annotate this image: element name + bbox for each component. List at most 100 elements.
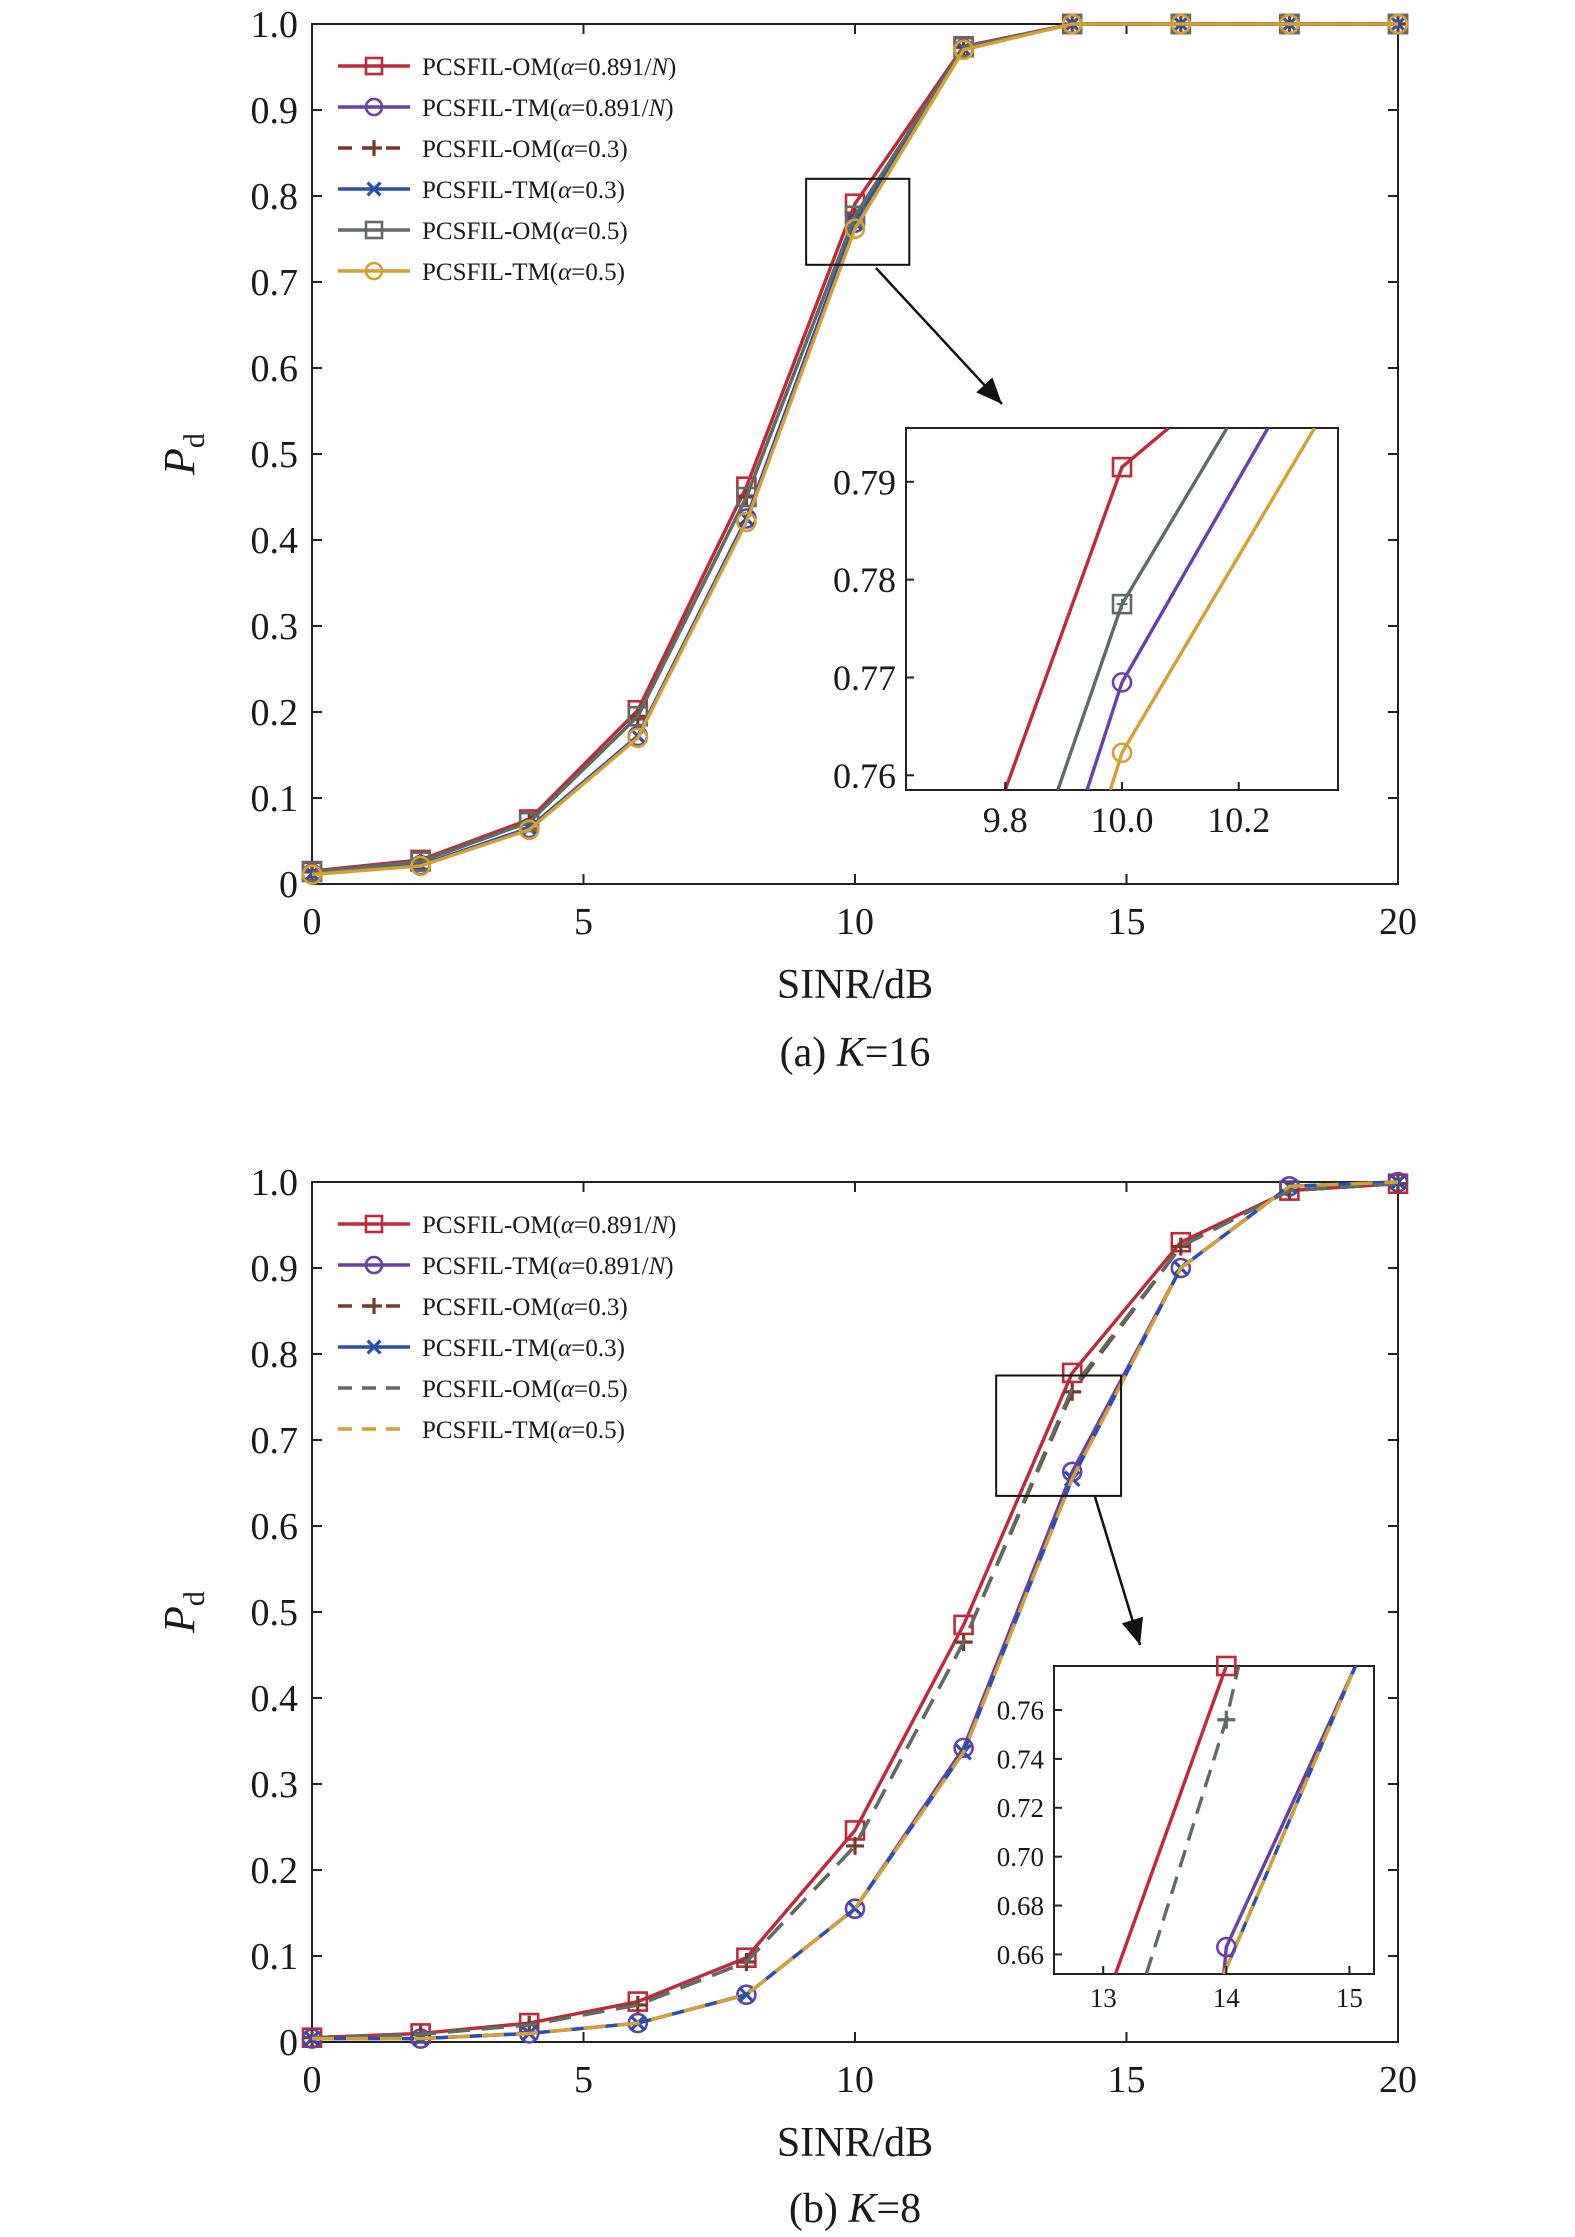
x-tick-label: 15 <box>1108 901 1146 943</box>
x-tick-label: 0 <box>303 901 322 943</box>
legend-entry: PCSFIL-OM(α=0.3) <box>422 1294 628 1321</box>
legend-entry-part: PCSFIL-TM( <box>422 1253 558 1280</box>
legend-entry-part: =0.5 <box>574 1376 619 1403</box>
inset-data-point-cross <box>1116 598 1128 610</box>
legend-entry-part: PCSFIL-TM( <box>422 1335 558 1362</box>
legend-marker <box>366 140 382 156</box>
series-6 <box>301 13 1409 885</box>
data-point <box>410 855 431 877</box>
legend-entry-part: α <box>561 1212 575 1239</box>
x-tick-label: 10 <box>836 901 874 943</box>
y-tick-label: 0.1 <box>251 1936 299 1978</box>
legend-entry: PCSFIL-OM(α=0.5) <box>422 1376 628 1403</box>
x-tick-label: 0 <box>303 2059 322 2101</box>
inset-data-point <box>1216 1936 1237 1958</box>
legend-entry: PCSFIL-TM(α=0.891/N) <box>422 95 674 122</box>
inset-series-line <box>1003 428 1170 790</box>
data-point <box>1171 1237 1190 1256</box>
panel-a: 0 5 10 15 20 0 0.1 0.2 0.3 0.4 0.5 0.6 0.7 0.8 0.9 1.0 S… <box>155 4 1417 1076</box>
legend-marker <box>364 1255 384 1275</box>
y-tick-label: 1.0 <box>251 1162 299 1204</box>
inset-data-point <box>1217 1710 1236 1729</box>
inset-y-tick-label: 0.78 <box>833 560 896 600</box>
legend-entry-part: PCSFIL-OM( <box>422 136 561 163</box>
legend-entry-part: PCSFIL-TM( <box>422 259 558 286</box>
legend-entry-part: N <box>648 1253 667 1280</box>
legend-entry-part: ) <box>617 177 625 204</box>
legend-entry-part: =0.3 <box>571 177 616 204</box>
legend-entry-part: α <box>558 1417 572 1444</box>
inset: 9.8 10.0 10.2 0.76 0.77 0.78 0.79 <box>833 427 1339 840</box>
inset-y-tick-label: 0.76 <box>997 1695 1044 1725</box>
legend-entry-part: α <box>558 177 572 204</box>
legend-entry-part: ) <box>668 1212 676 1239</box>
inset-data-point <box>1111 456 1133 478</box>
data-point <box>846 1836 864 1855</box>
x-tick-label: 15 <box>1108 2059 1146 2101</box>
legend-entry-part: ) <box>617 259 625 286</box>
y-axis-label: Pd <box>155 1591 211 1634</box>
panel-caption: (b) K=8 <box>789 2186 921 2232</box>
legend-marker <box>364 261 384 281</box>
legend-entry: PCSFIL-TM(α=0.5) <box>422 1417 625 1444</box>
series-line <box>311 1182 1399 2040</box>
caption-suffix: =16 <box>865 1030 931 1076</box>
legend-entry-part: α <box>561 1294 575 1321</box>
data-point <box>736 511 757 533</box>
legend-entry: PCSFIL-OM(α=0.3) <box>422 136 628 163</box>
inset-y-tick-label: 0.70 <box>997 1842 1044 1872</box>
data-point <box>953 1737 974 1759</box>
legend-entry: PCSFIL-OM(α=0.891/N) <box>422 54 676 81</box>
y-tick-label: 0.8 <box>251 1334 299 1376</box>
y-tick-label: 0.2 <box>251 692 299 734</box>
zoom-arrow-head <box>1121 1616 1143 1645</box>
y-tick-label: 0.7 <box>251 1420 299 1462</box>
legend-entry-part: ) <box>619 1294 627 1321</box>
inset-x-tick-label: 13 <box>1090 1983 1117 2013</box>
y-axis-label: Pd <box>155 433 211 476</box>
legend-marker <box>366 181 382 197</box>
y-axis-label-sub: d <box>178 433 211 448</box>
y-tick-label: 0.3 <box>251 606 299 648</box>
y-tick-label: 0.9 <box>251 90 299 132</box>
series-line <box>312 1180 1399 2041</box>
x-tick-label: 20 <box>1379 2059 1417 2101</box>
y-tick-label: 1.0 <box>251 4 299 46</box>
legend-entry-part: N <box>650 54 669 81</box>
zoom-arrow <box>875 267 1003 405</box>
legend-entry-part: PCSFIL-OM( <box>422 218 561 245</box>
y-tick-label: 0.1 <box>251 778 299 820</box>
inset-y-tick-label: 0.68 <box>997 1891 1044 1921</box>
caption-prefix: (b) <box>789 2186 848 2232</box>
legend-entry-part: ) <box>617 1335 625 1362</box>
inset-frame <box>1053 1665 1375 1975</box>
legend-entry-part: PCSFIL-OM( <box>422 1212 561 1239</box>
inset-x-tick-label: 10.2 <box>1207 800 1270 840</box>
inset-x-tick-label: 15 <box>1336 1983 1363 2013</box>
caption-var: K <box>847 2186 878 2232</box>
series-6 <box>312 1180 1399 2041</box>
data-point <box>518 819 540 841</box>
legend-entry: PCSFIL-TM(α=0.3) <box>422 1335 625 1362</box>
data-point <box>1061 1362 1083 1384</box>
data-point <box>736 1984 757 2005</box>
y-tick-label: 0 <box>279 2022 298 2064</box>
zoom-arrow-head <box>976 377 1002 404</box>
legend-entry: PCSFIL-OM(α=0.891/N) <box>422 1212 676 1239</box>
inset: 13 14 15 0.66 0.68 0.70 0.72 0.74 0.76 <box>997 1655 1375 2013</box>
y-tick-label: 0.4 <box>251 520 299 562</box>
legend-entry-part: =0.5 <box>574 218 619 245</box>
legend: PCSFIL-OM(α=0.891/N) PCSFIL-TM(α=0.891/N)… <box>338 54 676 286</box>
legend-entry-part: N <box>648 95 667 122</box>
legend-entry-part: α <box>558 1335 572 1362</box>
legend-entry-part: α <box>561 54 575 81</box>
inset-series-line <box>1222 1666 1358 1974</box>
panel-b: 0 5 10 15 20 0 0.1 0.2 0.3 0.4 0.5 0.6 0.7 0.8 0.9 1.0 S… <box>155 1162 1417 2232</box>
x-axis-label: SINR/dB <box>777 962 933 1008</box>
legend-entry-part: ) <box>665 95 673 122</box>
y-axis-label-main: P <box>155 1606 204 1634</box>
legend-entry-part: ) <box>619 1376 627 1403</box>
legend-entry-part: =0.5 <box>571 1417 616 1444</box>
y-tick-label: 0.6 <box>251 1506 299 1548</box>
inset-y-tick-label: 0.72 <box>997 1793 1044 1823</box>
